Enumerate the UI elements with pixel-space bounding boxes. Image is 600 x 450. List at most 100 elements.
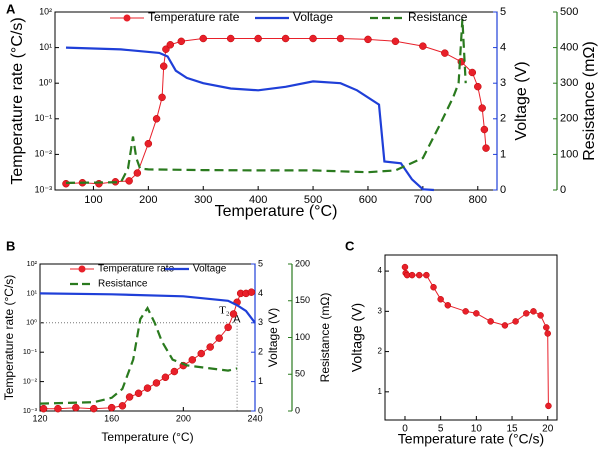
annotation: T₂	[219, 304, 230, 316]
series-marker	[95, 179, 103, 188]
x-tick-label: 0	[402, 424, 408, 435]
x-tick-label: 400	[249, 194, 267, 206]
series-marker	[309, 34, 317, 43]
series-marker	[170, 367, 179, 376]
series-marker	[543, 324, 550, 331]
x-tick-label: 100	[84, 194, 102, 206]
series-marker	[188, 356, 197, 364]
series-marker	[215, 334, 223, 342]
series-marker	[133, 169, 142, 177]
series-marker	[537, 312, 544, 319]
x-tick-label: 800	[469, 194, 487, 206]
series-marker	[416, 271, 423, 279]
series-marker	[54, 404, 62, 413]
y-tick-label: 1	[378, 387, 383, 396]
legend-label: Voltage	[193, 264, 227, 275]
x-tick-label: 20	[542, 424, 554, 435]
y3-tick-label: 200	[560, 113, 578, 125]
series-marker	[478, 104, 486, 112]
series-marker	[482, 144, 490, 152]
legend-label: Resistance	[98, 279, 148, 290]
series-marker	[473, 310, 480, 317]
series-marker	[152, 379, 161, 387]
x-axis-label: Temperature rate (°C/s)	[398, 431, 544, 447]
series-marker	[408, 271, 416, 279]
y3-tick-label: 500	[560, 6, 578, 18]
y2-tick-label: 3	[500, 77, 506, 89]
series-marker	[161, 373, 170, 382]
y-tick-label: 3	[378, 306, 383, 315]
series-marker	[177, 37, 186, 46]
panel-label: B	[6, 238, 15, 253]
series-marker	[159, 62, 168, 70]
x-tick-label: 10	[471, 424, 483, 435]
y2-tick-label: 5	[258, 258, 263, 268]
y-tick-label: 10⁻²	[23, 377, 38, 386]
series-marker	[336, 34, 345, 43]
x-tick-label: 200	[139, 194, 157, 206]
y-tick-label: 4	[378, 266, 383, 275]
plot-frame	[384, 254, 558, 421]
x-tick-label: 160	[104, 413, 119, 423]
series-marker	[444, 302, 452, 309]
series-marker	[134, 389, 143, 398]
y-tick-label: 10⁻²	[35, 149, 52, 159]
y2-tick-label: 4	[500, 42, 506, 54]
legend-label: Temperature rate	[98, 264, 175, 275]
y2-tick-label: 2	[258, 347, 263, 357]
y-tick-label: 10²	[39, 6, 52, 16]
y2-tick-label: 1	[258, 376, 263, 386]
series-marker	[487, 318, 494, 325]
series-marker	[72, 403, 80, 412]
series-marker	[158, 93, 166, 102]
annotation: A	[233, 314, 241, 326]
y3-tick-label: 0	[295, 405, 300, 415]
series-marker	[247, 288, 256, 296]
y-tick-label: 10⁻³	[35, 184, 52, 194]
series-marker	[441, 49, 449, 57]
series-marker	[462, 308, 469, 315]
legend-label: Resistance	[408, 10, 468, 24]
y2-tick-label: 5	[500, 6, 506, 18]
legend-marker	[78, 265, 86, 273]
y-tick-label: 10⁻³	[23, 406, 38, 415]
series-marker	[143, 384, 152, 392]
series-marker	[437, 296, 444, 303]
y-axis-label: Voltage (V)	[349, 303, 365, 372]
series-marker	[364, 35, 372, 44]
y2-tick-label: 0	[258, 405, 263, 415]
y2-tick-label: 1	[500, 148, 506, 160]
series-marker	[468, 68, 477, 77]
legend-label: Voltage	[293, 10, 333, 24]
x-tick-label: 5	[438, 424, 444, 435]
series-marker	[544, 330, 551, 337]
series-marker	[423, 271, 430, 279]
y3-tick-label: 400	[560, 42, 578, 54]
series-marker	[152, 115, 161, 123]
y-tick-label: 10⁻¹	[23, 347, 38, 356]
x-axis-label: Temperature (°C)	[215, 203, 338, 220]
y2-tick-label: 0	[500, 184, 506, 196]
series-marker	[401, 263, 409, 271]
series-marker	[545, 402, 552, 410]
y-tick-label: 10⁰	[39, 78, 53, 88]
y-tick-label: 10¹	[39, 42, 52, 52]
series-marker	[118, 402, 127, 410]
y2-tick-label: 2	[500, 113, 506, 125]
series-marker	[419, 42, 427, 50]
x-tick-label: 500	[304, 194, 322, 206]
series-marker	[224, 323, 232, 332]
series-marker	[206, 343, 214, 351]
y3-tick-label: 200	[295, 258, 310, 268]
panel-label: C	[345, 238, 355, 253]
series-marker	[107, 403, 116, 412]
series-line	[39, 292, 256, 324]
series-marker	[226, 34, 235, 43]
y3-tick-label: 0	[560, 184, 566, 196]
series-marker	[501, 322, 509, 329]
legend-marker	[123, 14, 131, 22]
y3-tick-label: 300	[560, 77, 578, 89]
legend-label: Temperature rate	[148, 10, 240, 24]
series-marker	[430, 283, 437, 291]
